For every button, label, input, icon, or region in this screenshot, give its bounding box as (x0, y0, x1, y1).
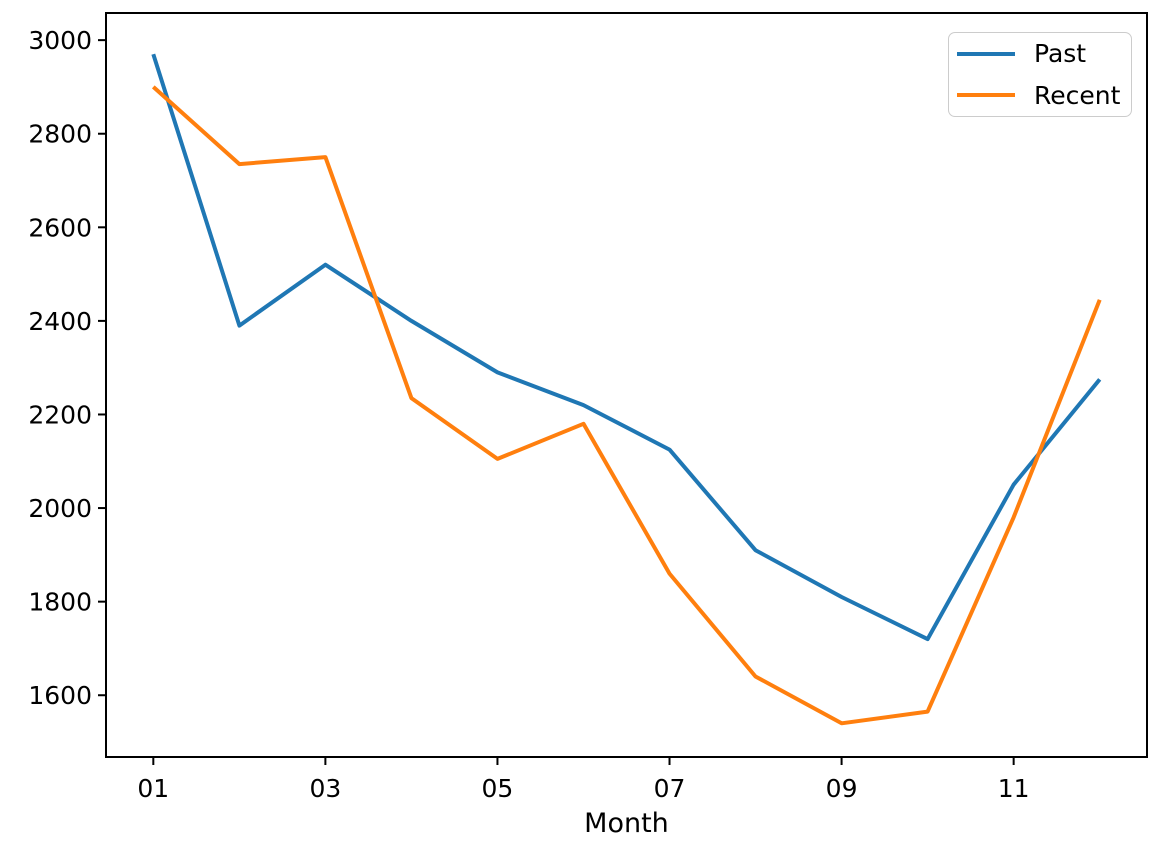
x-tick-label: 03 (309, 774, 341, 803)
y-tick-label: 1600 (28, 681, 92, 710)
y-tick-label: 2600 (28, 213, 92, 242)
y-tick-label: 2800 (28, 120, 92, 149)
y-tick-label: 2200 (28, 400, 92, 429)
x-tick-label: 01 (137, 774, 169, 803)
x-tick-label: 09 (826, 774, 858, 803)
legend-label-past: Past (1034, 39, 1087, 69)
legend-item-recent: Recent (957, 81, 1123, 111)
legend-item-past: Past (957, 39, 1123, 69)
past-line-swatch (957, 51, 1015, 56)
y-tick-label: 3000 (28, 26, 92, 55)
legend: Past Recent (948, 32, 1132, 117)
x-tick-label: 11 (998, 774, 1030, 803)
axes-spines (105, 12, 1148, 758)
past-line (151, 53, 1102, 642)
y-tick-label: 2000 (28, 494, 92, 523)
legend-label-recent: Recent (1034, 80, 1121, 110)
y-tick-label: 2400 (28, 307, 92, 336)
x-axis-title: Month (584, 808, 669, 839)
recent-line (151, 85, 1102, 726)
y-tick-label: 1800 (28, 588, 92, 617)
x-tick-label: 05 (482, 774, 514, 803)
recent-line-swatch (957, 93, 1015, 98)
x-tick-label: 07 (654, 774, 686, 803)
